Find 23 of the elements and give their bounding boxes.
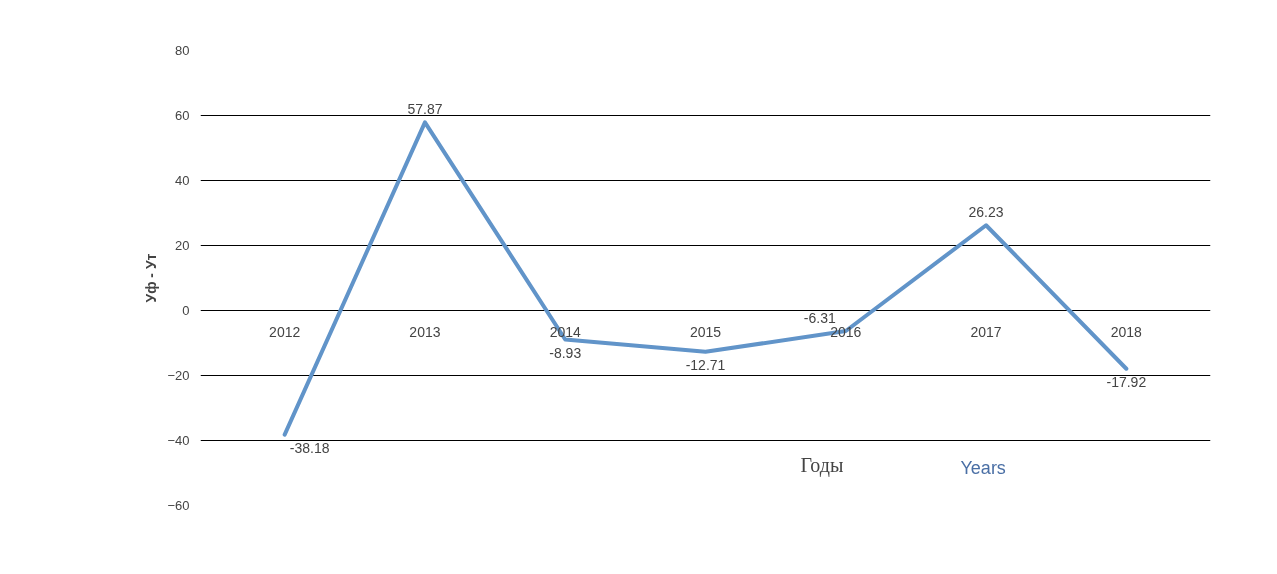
data-label: 57.87 — [407, 101, 443, 118]
x-tick-label: 2015 — [689, 323, 722, 340]
y-tick-label: −40 — [167, 433, 190, 448]
x-tick-label: 2017 — [970, 323, 1002, 340]
data-label: 26.23 — [968, 204, 1004, 221]
y-tick-label: 40 — [175, 173, 190, 188]
y-tick-label: 0 — [182, 303, 190, 318]
x-axis-title: Годы — [800, 453, 844, 477]
x-tick-label: 2013 — [409, 323, 441, 340]
y-tick-label: −60 — [167, 498, 190, 513]
data-label: -8.93 — [549, 344, 582, 361]
y-tick-label: −20 — [167, 368, 190, 383]
data-label: -17.92 — [1106, 373, 1147, 390]
y-tick-label: 80 — [175, 43, 190, 58]
data-label: -38.18 — [289, 439, 330, 456]
x-tick-label: 2012 — [269, 323, 301, 340]
data-label: -6.31 — [803, 310, 836, 327]
y-axis-title: Уф - Ут — [143, 253, 160, 303]
y-tick-label: 20 — [175, 238, 190, 253]
data-label: -12.71 — [685, 356, 726, 373]
y-tick-label: 60 — [175, 108, 190, 123]
x-tick-label: 2018 — [1110, 323, 1143, 340]
annotation: Years — [960, 457, 1006, 478]
